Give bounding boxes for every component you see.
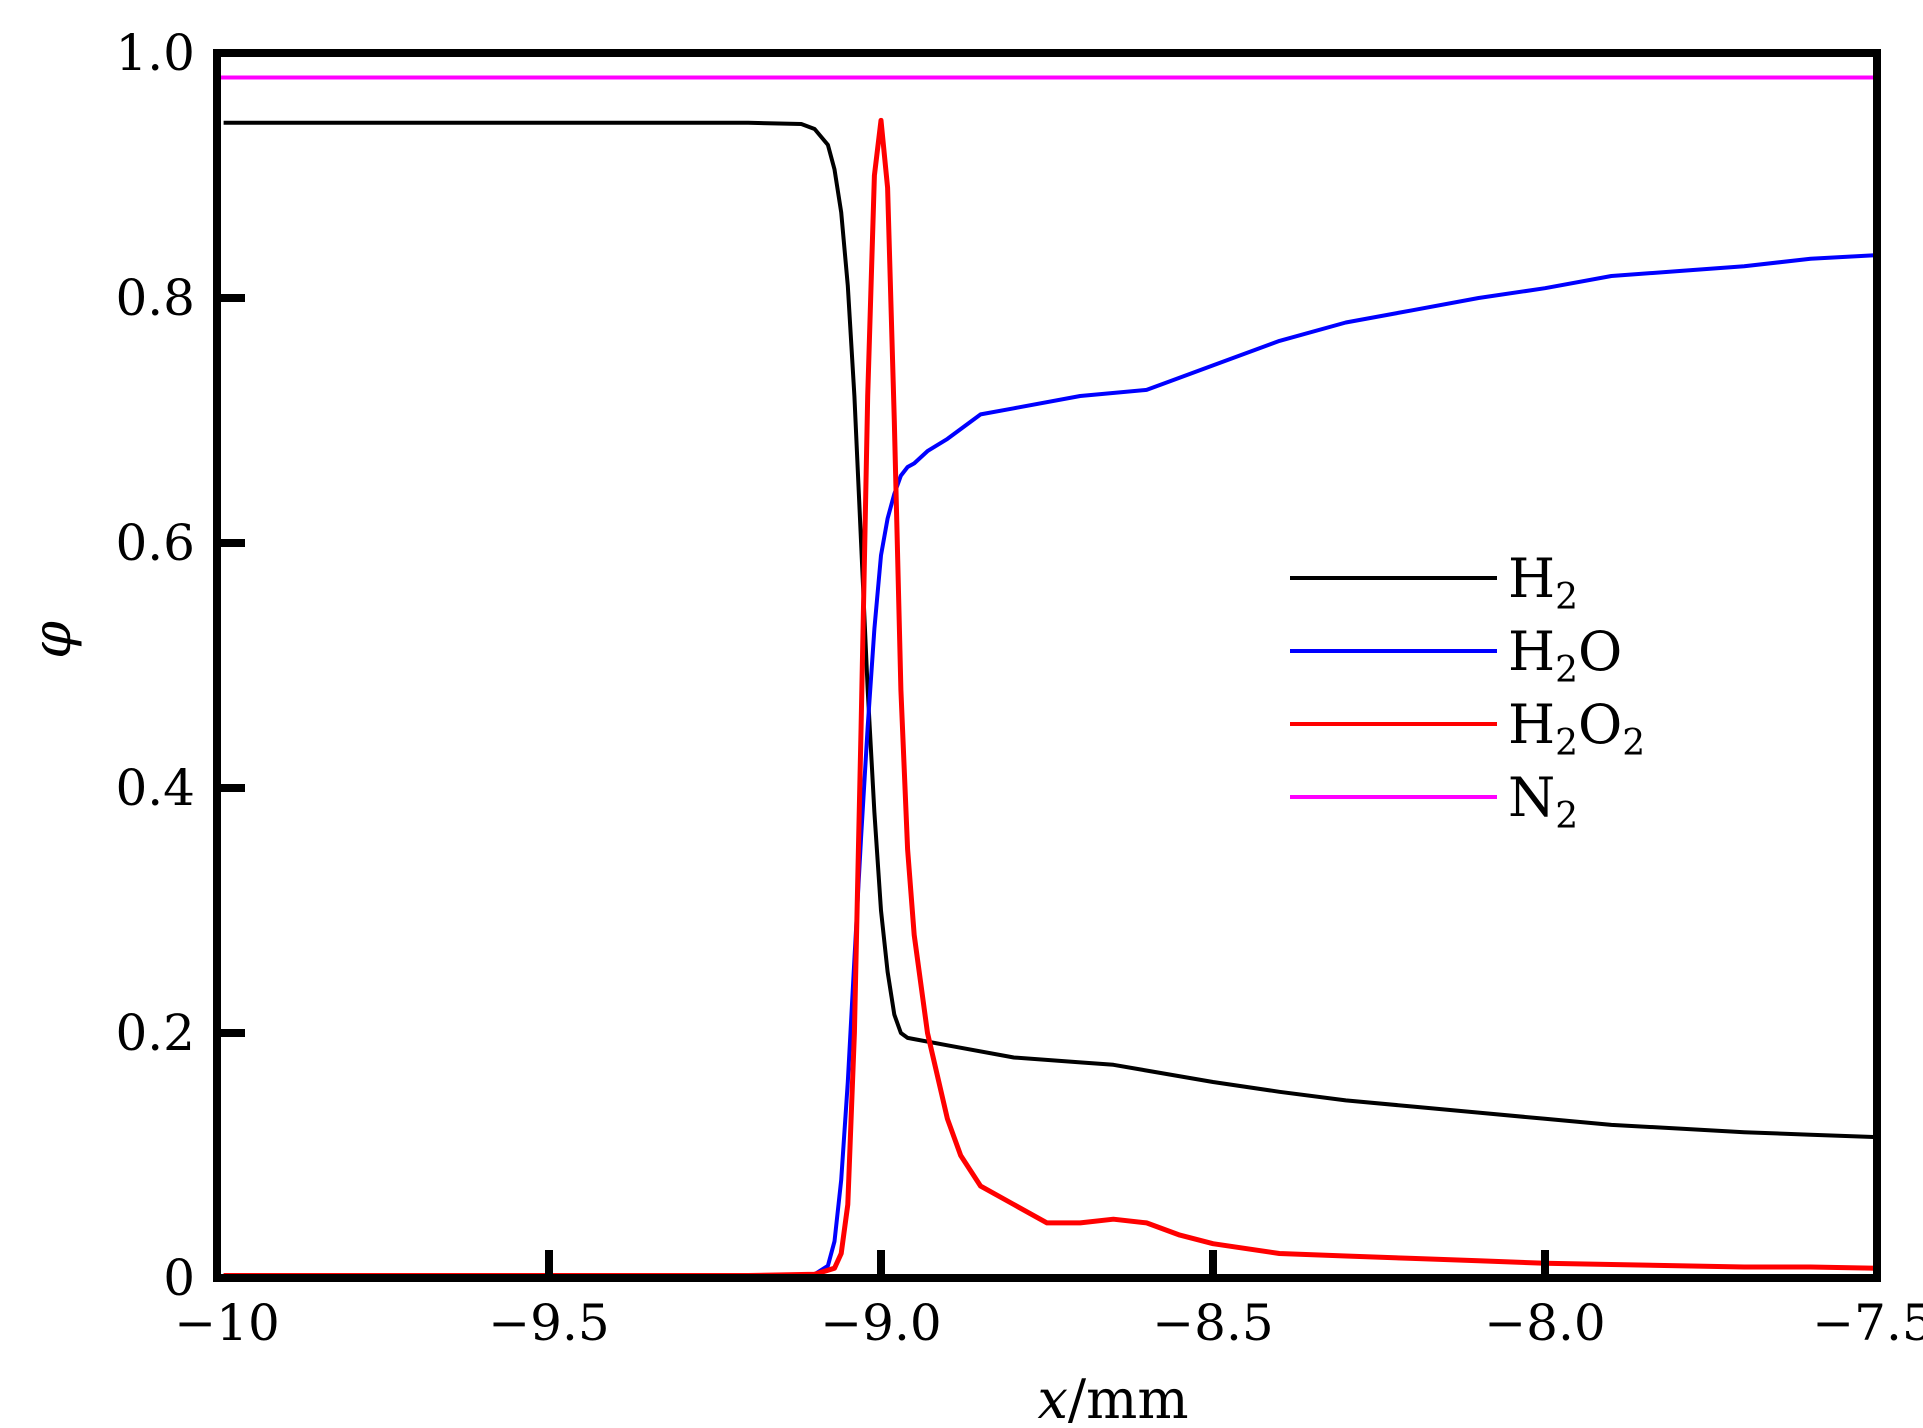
series-line-h2 [223, 120, 1878, 1140]
series-layer [217, 75, 1878, 1278]
legend-label: H2O2 [1508, 693, 1645, 764]
x-tick-label: −8.0 [1484, 1294, 1605, 1352]
x-axis-label: x/mm [1037, 1368, 1188, 1428]
x-tick-label: −9.5 [488, 1294, 609, 1352]
y-axis-label: φ [20, 621, 83, 659]
legend-label: H2O [1508, 620, 1622, 691]
y-tick-label: 0.2 [115, 1004, 195, 1062]
x-tick-label: −8.5 [1152, 1294, 1273, 1352]
y-tick-label: 0 [163, 1249, 195, 1307]
legend-item-n2: N2 [1290, 766, 1578, 837]
x-axis-label-variable: x [1037, 1368, 1067, 1428]
y-tick-label: 0.4 [115, 759, 195, 817]
y-tick-label: 1.0 [115, 24, 195, 82]
legend-label: N2 [1508, 766, 1578, 837]
legend-item-h2: H2 [1290, 547, 1578, 618]
y-tick-label: 0.8 [115, 269, 195, 327]
legend-item-h2o2: H2O2 [1290, 693, 1645, 764]
legend-item-h2o: H2O [1290, 620, 1622, 691]
x-axis-label-unit: /mm [1068, 1368, 1189, 1428]
axes-layer: −10 −9.5 −9.0 −8.5 −8.0 −7.5 0 0.2 0.4 0.6 0.8 1.0 [115, 24, 1923, 1352]
plot-frame [213, 49, 1881, 1282]
x-tick-label: −7.5 [1812, 1294, 1923, 1352]
x-tick-label: −9.0 [820, 1294, 941, 1352]
y-tick-label: 0.6 [115, 514, 195, 572]
legend-label: H2 [1508, 547, 1578, 618]
series-line-h2o2 [223, 117, 1878, 1278]
x-tick-label: −10 [174, 1294, 280, 1352]
series-line-h2o [223, 253, 1878, 1278]
